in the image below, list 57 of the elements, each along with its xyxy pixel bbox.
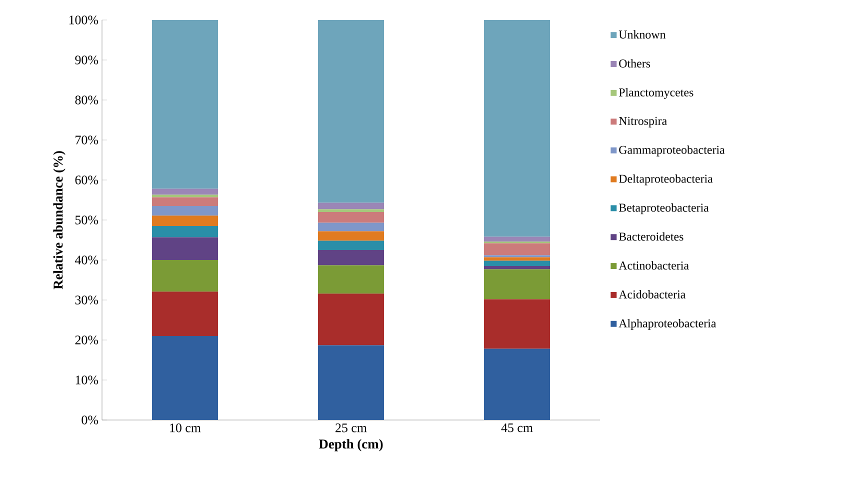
- y-tick-label: 80%: [75, 96, 98, 104]
- bar: [484, 348, 550, 420]
- x-tick-label: 45 cm: [501, 424, 533, 432]
- bar: [484, 20, 550, 237]
- y-tick-label: 90%: [75, 56, 98, 64]
- y-tick-label: 40%: [74, 256, 98, 264]
- legend-label: Actinobacteria: [618, 261, 689, 270]
- bar: [152, 197, 218, 206]
- bar: [318, 209, 384, 212]
- bar: [318, 265, 384, 294]
- bar: [152, 260, 218, 292]
- legend-label: Deltaproteobacteria: [618, 174, 713, 186]
- y-tick-label: 20%: [75, 336, 98, 344]
- bar: [484, 243, 550, 256]
- bar: [484, 260, 550, 266]
- y-tick-label: 30%: [75, 296, 98, 304]
- y-axis-title: Relative abundance (%): [53, 151, 66, 290]
- legend-label: Gammaproteobacteria: [619, 145, 725, 156]
- bar: [152, 237, 218, 260]
- bar: [318, 231, 384, 241]
- x-axis-title: Depth (cm): [318, 439, 383, 452]
- legend-label: Alphaproteobacteria: [618, 318, 716, 330]
- bar: [318, 250, 384, 266]
- bar: [318, 345, 384, 420]
- bar: [152, 216, 218, 226]
- bar: [152, 292, 218, 336]
- bar: [318, 202, 384, 210]
- bar: [318, 240, 384, 250]
- y-tick-label: 50%: [75, 216, 98, 224]
- bar: [484, 257, 550, 261]
- legend-label: Bacteroidetes: [618, 232, 684, 241]
- bar: [484, 266, 550, 270]
- bar: [318, 212, 384, 223]
- y-tick-label: 70%: [76, 136, 98, 144]
- bar: [152, 188, 218, 195]
- x-tick-label: 25 cm: [336, 424, 367, 432]
- legend-label: Nitrospira: [618, 116, 667, 128]
- bar: [152, 226, 218, 238]
- legend-label: Unknown: [618, 30, 666, 39]
- x-tick-label: 10 cm: [170, 424, 201, 432]
- bar: [318, 222, 384, 232]
- bar: [152, 20, 218, 189]
- bar: [318, 20, 384, 203]
- legend-label: Planctomycetes: [618, 88, 694, 99]
- bar: [484, 236, 550, 242]
- bar: [484, 299, 550, 349]
- y-tick-label: 10%: [76, 376, 98, 384]
- y-tick-label: 100%: [69, 16, 98, 24]
- y-tick-label: 0%: [82, 416, 98, 424]
- bar: [152, 206, 218, 216]
- bar: [484, 269, 550, 300]
- legend-label: Acidobacteria: [618, 290, 686, 298]
- bar: [152, 336, 218, 420]
- y-tick-label: 60%: [75, 176, 98, 184]
- legend-label: Betaproteobacteria: [618, 203, 709, 214]
- legend-label: Others: [619, 59, 650, 68]
- bar: [318, 294, 384, 346]
